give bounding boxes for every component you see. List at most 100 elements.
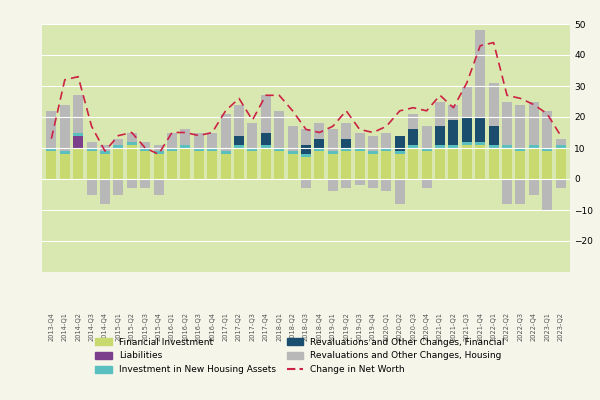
Bar — [127, 142, 137, 145]
Bar — [529, 145, 539, 148]
Bar — [448, 145, 458, 148]
Bar — [181, 148, 190, 179]
Bar — [261, 145, 271, 148]
Bar — [194, 148, 204, 151]
Bar — [261, 148, 271, 179]
Bar — [60, 151, 70, 154]
Bar — [154, 151, 164, 154]
Bar — [287, 154, 298, 179]
Bar — [221, 151, 230, 154]
Bar — [462, 145, 472, 179]
Bar — [408, 114, 418, 129]
Bar — [328, 129, 338, 151]
Bar — [314, 148, 325, 151]
Bar — [247, 123, 257, 148]
Bar — [395, 136, 405, 151]
Bar — [261, 95, 271, 132]
Bar — [529, 102, 539, 145]
Bar — [556, 145, 566, 148]
Bar — [408, 129, 418, 145]
Bar — [341, 151, 351, 179]
Bar — [488, 148, 499, 179]
Bar — [355, 179, 365, 185]
Bar — [100, 151, 110, 154]
Bar — [502, 148, 512, 179]
Bar — [395, 151, 405, 154]
Bar — [154, 154, 164, 179]
Bar — [154, 145, 164, 151]
Bar — [207, 148, 217, 151]
Bar — [221, 114, 230, 151]
Bar — [475, 145, 485, 179]
Bar — [408, 145, 418, 148]
Bar — [73, 132, 83, 136]
Bar — [301, 129, 311, 145]
Bar — [100, 145, 110, 151]
Bar — [167, 151, 177, 179]
Bar — [46, 111, 56, 148]
Bar — [488, 145, 499, 148]
Bar — [529, 148, 539, 179]
Bar — [368, 151, 378, 154]
Bar — [448, 148, 458, 179]
Bar — [46, 148, 56, 151]
Bar — [140, 179, 150, 188]
Bar — [355, 148, 365, 151]
Bar — [448, 120, 458, 145]
Bar — [60, 105, 70, 151]
Bar — [73, 95, 83, 132]
Bar — [234, 145, 244, 148]
Bar — [435, 148, 445, 179]
Bar — [488, 126, 499, 145]
Bar — [542, 151, 552, 179]
Bar — [314, 151, 325, 179]
Bar — [86, 179, 97, 194]
Bar — [556, 148, 566, 179]
Bar — [301, 157, 311, 179]
Legend: Financial Investment, Liabilities, Investment in New Housing Assets, Revaluation: Financial Investment, Liabilities, Inves… — [95, 338, 505, 374]
Bar — [301, 145, 311, 154]
Bar — [194, 151, 204, 179]
Bar — [46, 151, 56, 179]
Bar — [462, 86, 472, 117]
Bar — [542, 148, 552, 151]
Bar — [127, 179, 137, 188]
Bar — [395, 154, 405, 179]
Bar — [422, 126, 431, 148]
Bar — [368, 179, 378, 188]
Bar — [368, 154, 378, 179]
Bar — [502, 145, 512, 148]
Bar — [542, 111, 552, 148]
Bar — [301, 179, 311, 188]
Bar — [556, 179, 566, 188]
Bar — [140, 148, 150, 151]
Bar — [127, 132, 137, 142]
Bar — [167, 132, 177, 148]
Bar — [475, 117, 485, 142]
Bar — [448, 105, 458, 120]
Bar — [341, 123, 351, 139]
Bar — [274, 111, 284, 148]
Bar — [462, 117, 472, 142]
Bar — [247, 148, 257, 151]
Bar — [328, 151, 338, 154]
Y-axis label: € Billion: € Billion — [599, 128, 600, 168]
Bar — [287, 151, 298, 154]
Bar — [86, 151, 97, 179]
Bar — [113, 139, 124, 145]
Bar — [328, 154, 338, 179]
Bar — [422, 151, 431, 179]
Bar — [382, 148, 391, 151]
Bar — [382, 132, 391, 148]
Bar — [475, 30, 485, 117]
Bar — [435, 102, 445, 126]
Bar — [274, 148, 284, 151]
Bar — [100, 154, 110, 179]
Bar — [181, 145, 190, 148]
Bar — [207, 151, 217, 179]
Bar — [113, 145, 124, 148]
Bar — [140, 142, 150, 148]
Bar — [100, 179, 110, 204]
Bar — [435, 145, 445, 148]
Bar — [60, 154, 70, 179]
